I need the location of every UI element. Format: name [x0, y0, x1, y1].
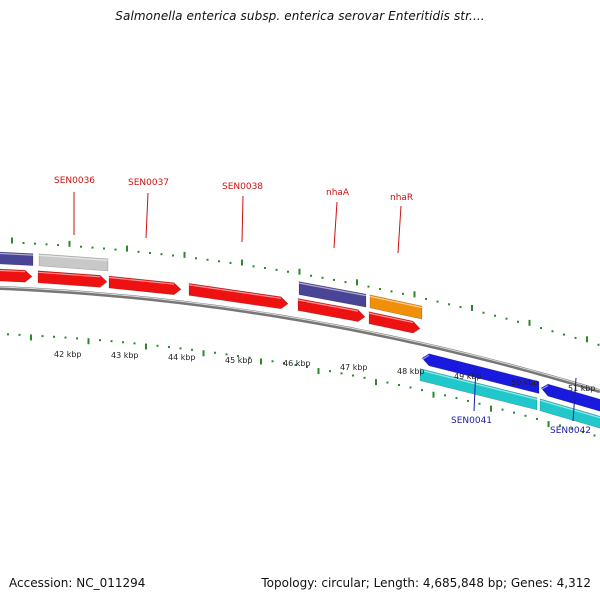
forward-cds-arrow-highlight: [188, 284, 282, 299]
gene-label-sen0038[interactable]: SEN0038: [222, 182, 263, 192]
genome-backbone: [0, 286, 600, 394]
gene-label-nhaa[interactable]: nhaA: [326, 188, 350, 198]
reverse-cds-arrow-highlight: [540, 385, 549, 391]
forward-cds-arrow: [108, 275, 182, 296]
reverse-gene-labels: SEN0041 SEN0042: [451, 366, 591, 436]
kbp-scale-labels: 42 kbp 43 kbp 44 kbp 45 kbp 46 kbp 47 kb…: [54, 350, 596, 393]
gene-callout-line: [473, 366, 477, 412]
forward-cds-arrow: [37, 270, 108, 288]
kbp-label: 44 kbp: [168, 353, 196, 362]
forward-cds-arrow-highlight: [108, 276, 175, 285]
gene-label-nhar[interactable]: nhaR: [390, 193, 413, 203]
kbp-label: 51 kbp: [568, 384, 596, 393]
gene-feature: [298, 281, 367, 308]
kbp-label: 43 kbp: [111, 351, 139, 360]
gene-feature-highlight: [298, 282, 367, 297]
gene-label-sen0036[interactable]: SEN0036: [54, 176, 95, 186]
gene-feature-highlight: [38, 254, 109, 261]
gene-feature: [369, 294, 423, 320]
kbp-label: 42 kbp: [54, 350, 82, 359]
reverse-cds-arrow: [540, 383, 600, 412]
gene-feature: [539, 398, 600, 429]
gene-callout-line: [397, 205, 402, 254]
gene-label-sen0041[interactable]: SEN0041: [451, 416, 492, 426]
forward-cds-track: [0, 268, 421, 334]
outer-tick-ring: [11, 237, 600, 346]
reverse-feature-track: [419, 368, 600, 429]
reverse-cds-arrow-highlight: [421, 354, 430, 361]
gene-label-sen0037[interactable]: SEN0037: [128, 178, 169, 188]
gene-callout-line: [572, 377, 577, 422]
gene-feature-highlight: [539, 399, 600, 419]
forward-feature-track: [0, 251, 423, 320]
gene-callout-line: [145, 192, 149, 239]
gene-feature: [419, 368, 538, 411]
forward-cds-arrow: [0, 268, 33, 283]
accession-label: Accession: NC_011294: [9, 576, 146, 590]
forward-cds-arrow: [188, 283, 289, 310]
kbp-label: 49 kbp: [454, 372, 482, 381]
gene-feature: [0, 251, 34, 266]
forward-cds-arrow: [297, 298, 366, 322]
gene-feature-highlight: [419, 369, 538, 400]
gene-callout-line: [241, 195, 244, 243]
gene-feature: [38, 253, 109, 272]
reverse-cds-track: [421, 353, 600, 412]
forward-cds-arrow-highlight: [297, 299, 359, 312]
forward-cds-arrow-highlight: [0, 269, 26, 273]
gene-feature-highlight: [369, 295, 423, 309]
kbp-label: 46 kbp: [283, 359, 311, 368]
reverse-cds-arrow: [421, 353, 540, 394]
genome-backbone-highlight: [0, 286, 600, 391]
inner-tick-ring: [7, 333, 596, 437]
gene-label-sen0042[interactable]: SEN0042: [550, 426, 591, 436]
kbp-label: 50 kbp: [511, 378, 539, 387]
gene-feature-highlight: [0, 252, 34, 256]
forward-cds-arrow-highlight: [368, 312, 414, 324]
kbp-label: 45 kbp: [225, 356, 253, 365]
topology-summary: Topology: circular; Length: 4,685,848 bp…: [261, 576, 591, 590]
forward-gene-labels: SEN0036 SEN0037 SEN0038 nhaA nhaR: [54, 176, 413, 254]
kbp-label: 48 kbp: [397, 367, 425, 376]
page-title: Salmonella enterica subsp. enterica sero…: [115, 9, 485, 23]
gene-callout-line: [333, 201, 338, 249]
kbp-label: 47 kbp: [340, 363, 368, 372]
forward-cds-arrow: [368, 311, 421, 334]
forward-cds-arrow-highlight: [37, 271, 101, 278]
